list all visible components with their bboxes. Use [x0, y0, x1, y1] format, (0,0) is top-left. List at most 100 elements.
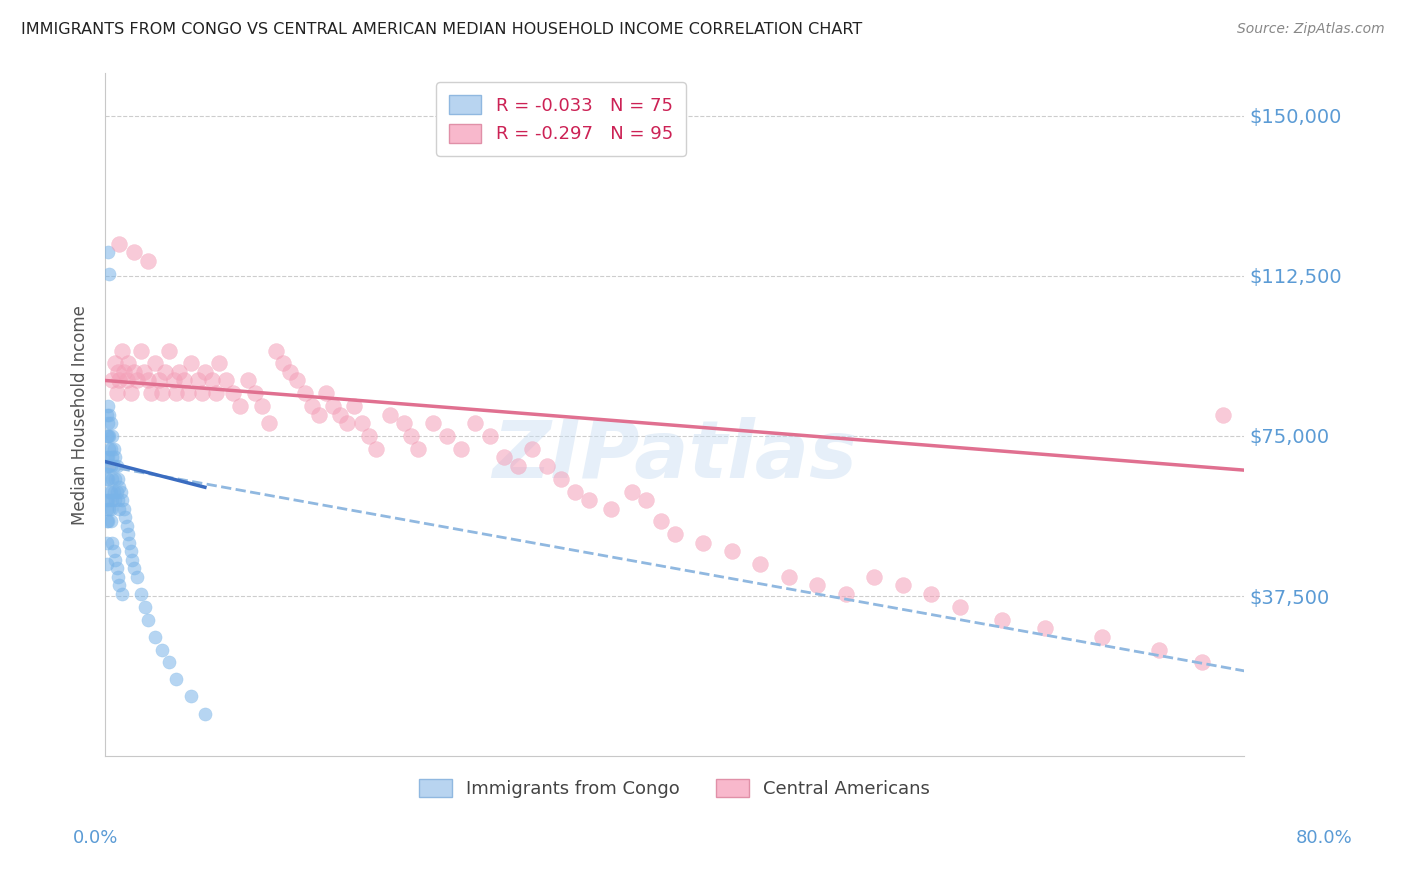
- Point: [450, 442, 472, 456]
- Point: [322, 399, 344, 413]
- Point: [150, 386, 173, 401]
- Point: [103, 458, 125, 473]
- Point: [464, 416, 486, 430]
- Point: [294, 386, 316, 401]
- Point: [194, 706, 217, 721]
- Point: [891, 578, 914, 592]
- Point: [664, 527, 686, 541]
- Point: [96, 557, 118, 571]
- Point: [115, 518, 138, 533]
- Point: [98, 408, 121, 422]
- Point: [378, 408, 401, 422]
- Point: [329, 408, 352, 422]
- Point: [749, 557, 772, 571]
- Point: [112, 365, 135, 379]
- Point: [108, 374, 131, 388]
- Text: ZIPatlas: ZIPatlas: [492, 417, 858, 495]
- Point: [105, 561, 128, 575]
- Point: [103, 544, 125, 558]
- Point: [97, 493, 120, 508]
- Point: [264, 343, 287, 358]
- Point: [122, 561, 145, 575]
- Point: [125, 374, 148, 388]
- Point: [229, 399, 252, 413]
- Point: [107, 493, 129, 508]
- Point: [107, 472, 129, 486]
- Point: [636, 493, 658, 508]
- Point: [191, 386, 214, 401]
- Point: [343, 399, 366, 413]
- Point: [108, 501, 131, 516]
- Point: [1147, 642, 1170, 657]
- Point: [153, 365, 176, 379]
- Point: [101, 450, 124, 465]
- Point: [948, 599, 970, 614]
- Legend: Immigrants from Congo, Central Americans: Immigrants from Congo, Central Americans: [412, 772, 938, 805]
- Text: Source: ZipAtlas.com: Source: ZipAtlas.com: [1237, 22, 1385, 37]
- Point: [278, 365, 301, 379]
- Text: 80.0%: 80.0%: [1296, 829, 1353, 847]
- Point: [187, 374, 209, 388]
- Point: [105, 458, 128, 473]
- Point: [1191, 656, 1213, 670]
- Point: [650, 515, 672, 529]
- Point: [108, 236, 131, 251]
- Point: [1033, 621, 1056, 635]
- Point: [139, 386, 162, 401]
- Point: [250, 399, 273, 413]
- Point: [205, 386, 228, 401]
- Point: [522, 442, 544, 456]
- Point: [157, 656, 180, 670]
- Point: [336, 416, 359, 430]
- Point: [100, 484, 122, 499]
- Point: [97, 399, 120, 413]
- Point: [111, 587, 134, 601]
- Point: [97, 245, 120, 260]
- Point: [115, 374, 138, 388]
- Point: [104, 472, 127, 486]
- Point: [165, 386, 187, 401]
- Point: [132, 365, 155, 379]
- Point: [117, 527, 139, 541]
- Point: [118, 535, 141, 549]
- Point: [243, 386, 266, 401]
- Point: [97, 472, 120, 486]
- Point: [110, 484, 132, 499]
- Point: [96, 450, 118, 465]
- Point: [1091, 630, 1114, 644]
- Point: [111, 343, 134, 358]
- Point: [478, 429, 501, 443]
- Point: [308, 408, 330, 422]
- Point: [177, 386, 200, 401]
- Point: [162, 374, 184, 388]
- Point: [208, 356, 231, 370]
- Point: [215, 374, 238, 388]
- Point: [96, 458, 118, 473]
- Point: [96, 429, 118, 443]
- Point: [98, 501, 121, 516]
- Point: [692, 535, 714, 549]
- Text: IMMIGRANTS FROM CONGO VS CENTRAL AMERICAN MEDIAN HOUSEHOLD INCOME CORRELATION CH: IMMIGRANTS FROM CONGO VS CENTRAL AMERICA…: [21, 22, 862, 37]
- Point: [180, 690, 202, 704]
- Point: [104, 450, 127, 465]
- Point: [101, 374, 124, 388]
- Point: [920, 587, 942, 601]
- Point: [408, 442, 430, 456]
- Point: [98, 442, 121, 456]
- Point: [578, 493, 600, 508]
- Point: [148, 374, 170, 388]
- Point: [173, 374, 195, 388]
- Point: [114, 510, 136, 524]
- Point: [97, 450, 120, 465]
- Point: [104, 553, 127, 567]
- Point: [121, 553, 143, 567]
- Point: [112, 501, 135, 516]
- Point: [100, 458, 122, 473]
- Point: [136, 613, 159, 627]
- Point: [104, 356, 127, 370]
- Point: [301, 399, 323, 413]
- Point: [236, 374, 259, 388]
- Point: [550, 472, 572, 486]
- Point: [96, 535, 118, 549]
- Point: [392, 416, 415, 430]
